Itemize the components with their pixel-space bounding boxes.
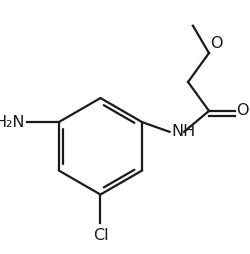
Text: O: O [210, 36, 223, 51]
Text: O: O [236, 103, 249, 118]
Text: NH: NH [171, 124, 196, 139]
Text: H₂N: H₂N [0, 115, 25, 130]
Text: Cl: Cl [93, 228, 108, 243]
